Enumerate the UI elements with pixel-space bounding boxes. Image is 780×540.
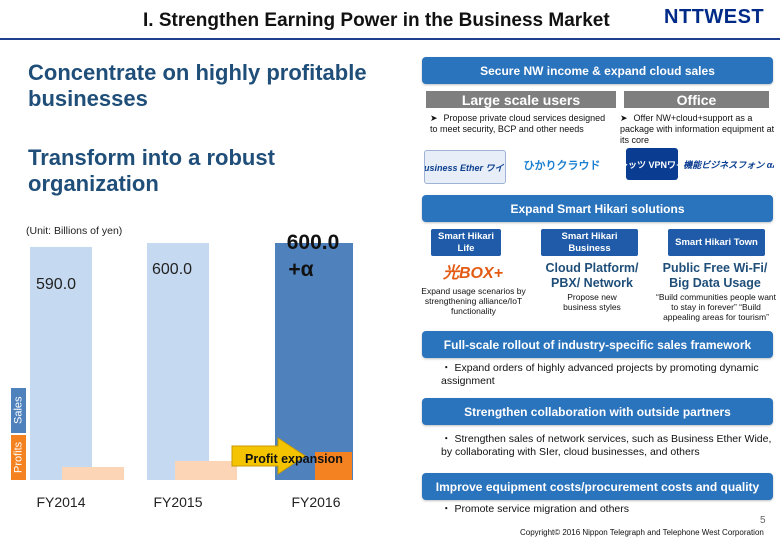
hikari-box-logo-text: 光BOX+ [442, 265, 504, 282]
hikari-cloud-logo: ひかりクラウド [514, 152, 610, 178]
large-users-note: Propose private cloud services designed … [430, 113, 615, 135]
value-label-fy2014: 590.0 [36, 276, 76, 293]
business-ether-logo: Business Ether ワイド [424, 150, 506, 184]
hikari-box-logo: 光BOX+ [437, 260, 509, 282]
section-cloud-sales-header: Secure NW income & expand cloud sales [422, 57, 773, 84]
profit-bar-fy2015 [175, 461, 237, 480]
business-ether-logo-text: Business Ether ワイド [424, 162, 505, 173]
section-partners-header: Strengthen collaboration with outside pa… [422, 398, 773, 425]
office-note: Offer NW+cloud+support as a package with… [620, 113, 778, 146]
x-tick-label-fy2016: FY2016 [291, 494, 340, 510]
slide-title: I. Strengthen Earning Power in the Busin… [143, 10, 610, 31]
alpha-a1-logo: 多機能ビジネスフォン αA1 [684, 148, 774, 180]
smart-hikari-town-tag: Smart Hikari Town [668, 229, 765, 256]
section-smart-hikari-header: Expand Smart Hikari solutions [422, 195, 773, 222]
headline-concentrate: Concentrate on highly profitable busines… [28, 60, 367, 111]
sales-bar-fy2015 [147, 243, 209, 480]
value-label-fy2016-suffix: +α [288, 258, 313, 281]
page-number: 5 [760, 515, 766, 526]
partners-note: Strengthen sales of network services, su… [441, 433, 773, 459]
ntt-west-logo: NTTWEST [664, 6, 765, 28]
business-note: Propose new business styles [563, 292, 621, 312]
section-costs-header: Improve equipment costs/procurement cost… [422, 473, 773, 500]
profit-bar-fy2014 [62, 467, 124, 480]
business-service-title: Cloud Platform/ PBX/ Network [545, 261, 639, 290]
large-users-tag: Large scale users [426, 91, 616, 108]
sales-bar-fy2014 [30, 246, 92, 480]
town-note: “Build communities people want to stay i… [656, 292, 777, 322]
sales-profit-chart: FY2014 FY2015 FY2016 590.0 600.0 600.0 +α Profi… [30, 232, 353, 510]
town-service-title: Public Free Wi-Fi/ Big Data Usage [662, 261, 768, 290]
smart-hikari-life-tag: Smart Hikari Life [431, 229, 501, 256]
header-divider [0, 38, 780, 40]
life-note: Expand usage scenarios by strengthening … [421, 286, 526, 316]
office-tag: Office [624, 91, 769, 108]
profit-bar-fy2016 [315, 452, 352, 480]
profits-side-label: Profits [11, 435, 26, 480]
sales-side-label-text: Sales [12, 396, 25, 425]
flets-vpn-logo-text: フレッツ VPNワイド [626, 159, 678, 170]
section-sales-framework-header: Full-scale rollout of industry-specific … [422, 331, 773, 358]
alpha-a1-logo-text: 多機能ビジネスフォン αA1 [684, 159, 774, 170]
unit-label: (Unit: Billions of yen) [26, 225, 123, 237]
copyright-notice: Copyright© 2016 Nippon Telegraph and Tel… [520, 528, 764, 537]
profit-expansion-label: Profit expansion [245, 452, 343, 466]
hikari-cloud-logo-text: ひかりクラウド [523, 160, 601, 172]
value-label-fy2016: 600.0 [287, 232, 340, 254]
profits-side-label-text: Profits [12, 441, 25, 474]
costs-note: Promote service migration and others [441, 503, 771, 516]
flets-vpn-logo: フレッツ VPNワイド [626, 148, 678, 180]
sales-side-label: Sales [11, 388, 26, 433]
profit-expansion-arrow [231, 437, 306, 475]
x-tick-label-fy2014: FY2014 [36, 494, 85, 510]
sales-framework-note: Expand orders of highly advanced project… [441, 362, 771, 388]
smart-hikari-business-tag: Smart Hikari Business [541, 229, 638, 256]
headline-transform: Transform into a robust organization [28, 145, 275, 196]
sales-bar-fy2016 [275, 243, 353, 480]
x-tick-label-fy2015: FY2015 [153, 494, 202, 510]
value-label-fy2015: 600.0 [152, 261, 192, 278]
